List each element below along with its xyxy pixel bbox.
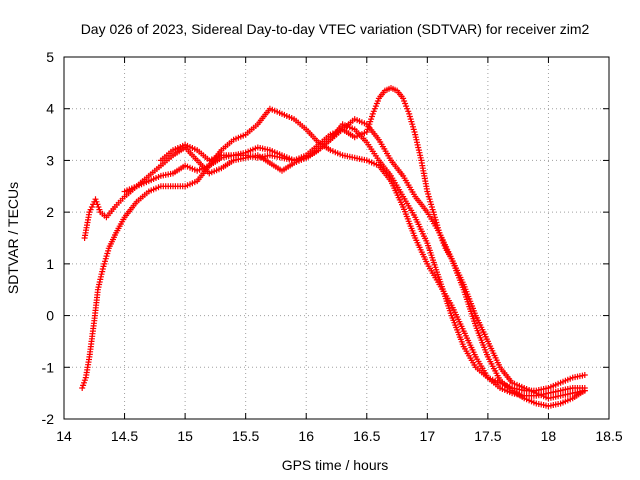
x-tick-label: 16: [298, 428, 314, 444]
y-tick-label: 1: [46, 256, 54, 272]
y-tick-label: 4: [46, 101, 54, 117]
data-point: [409, 121, 416, 128]
y-tick-label: 0: [46, 308, 54, 324]
series-track-c: [121, 85, 588, 402]
y-tick-label: 3: [46, 152, 54, 168]
y-tick-label: -2: [42, 411, 55, 427]
x-axis-label: GPS time / hours: [282, 457, 389, 473]
data-point: [404, 105, 411, 112]
series-track-b: [79, 105, 588, 399]
data-points: [79, 85, 588, 410]
x-tick-label: 17: [420, 428, 436, 444]
data-point: [581, 372, 588, 378]
axis-ticks: 14 14.5 15 15.5 16 16.5 17 17.5 18 18.5 -2 -1 0 1 2 3 4 5: [42, 49, 623, 444]
x-tick-label: 15: [177, 428, 193, 444]
y-tick-label: 5: [46, 49, 54, 65]
x-tick-label: 14: [56, 428, 72, 444]
x-tick-label: 18: [541, 428, 557, 444]
x-tick-label: 16.5: [353, 428, 380, 444]
x-tick-label: 15.5: [232, 428, 259, 444]
grid: [64, 57, 609, 419]
chart-title: Day 026 of 2023, Sidereal Day-to-day VTE…: [81, 21, 590, 37]
y-tick-label: -1: [42, 359, 55, 375]
x-tick-label: 18.5: [595, 428, 622, 444]
x-tick-label: 17.5: [474, 428, 501, 444]
y-tick-label: 2: [46, 204, 54, 220]
x-tick-label: 14.5: [111, 428, 138, 444]
y-axis-label: SDTVAR / TECUs: [5, 182, 21, 294]
series-track-d: [157, 116, 588, 410]
plot-frame: [63, 56, 610, 420]
data-point: [370, 108, 377, 115]
data-point: [581, 387, 588, 394]
